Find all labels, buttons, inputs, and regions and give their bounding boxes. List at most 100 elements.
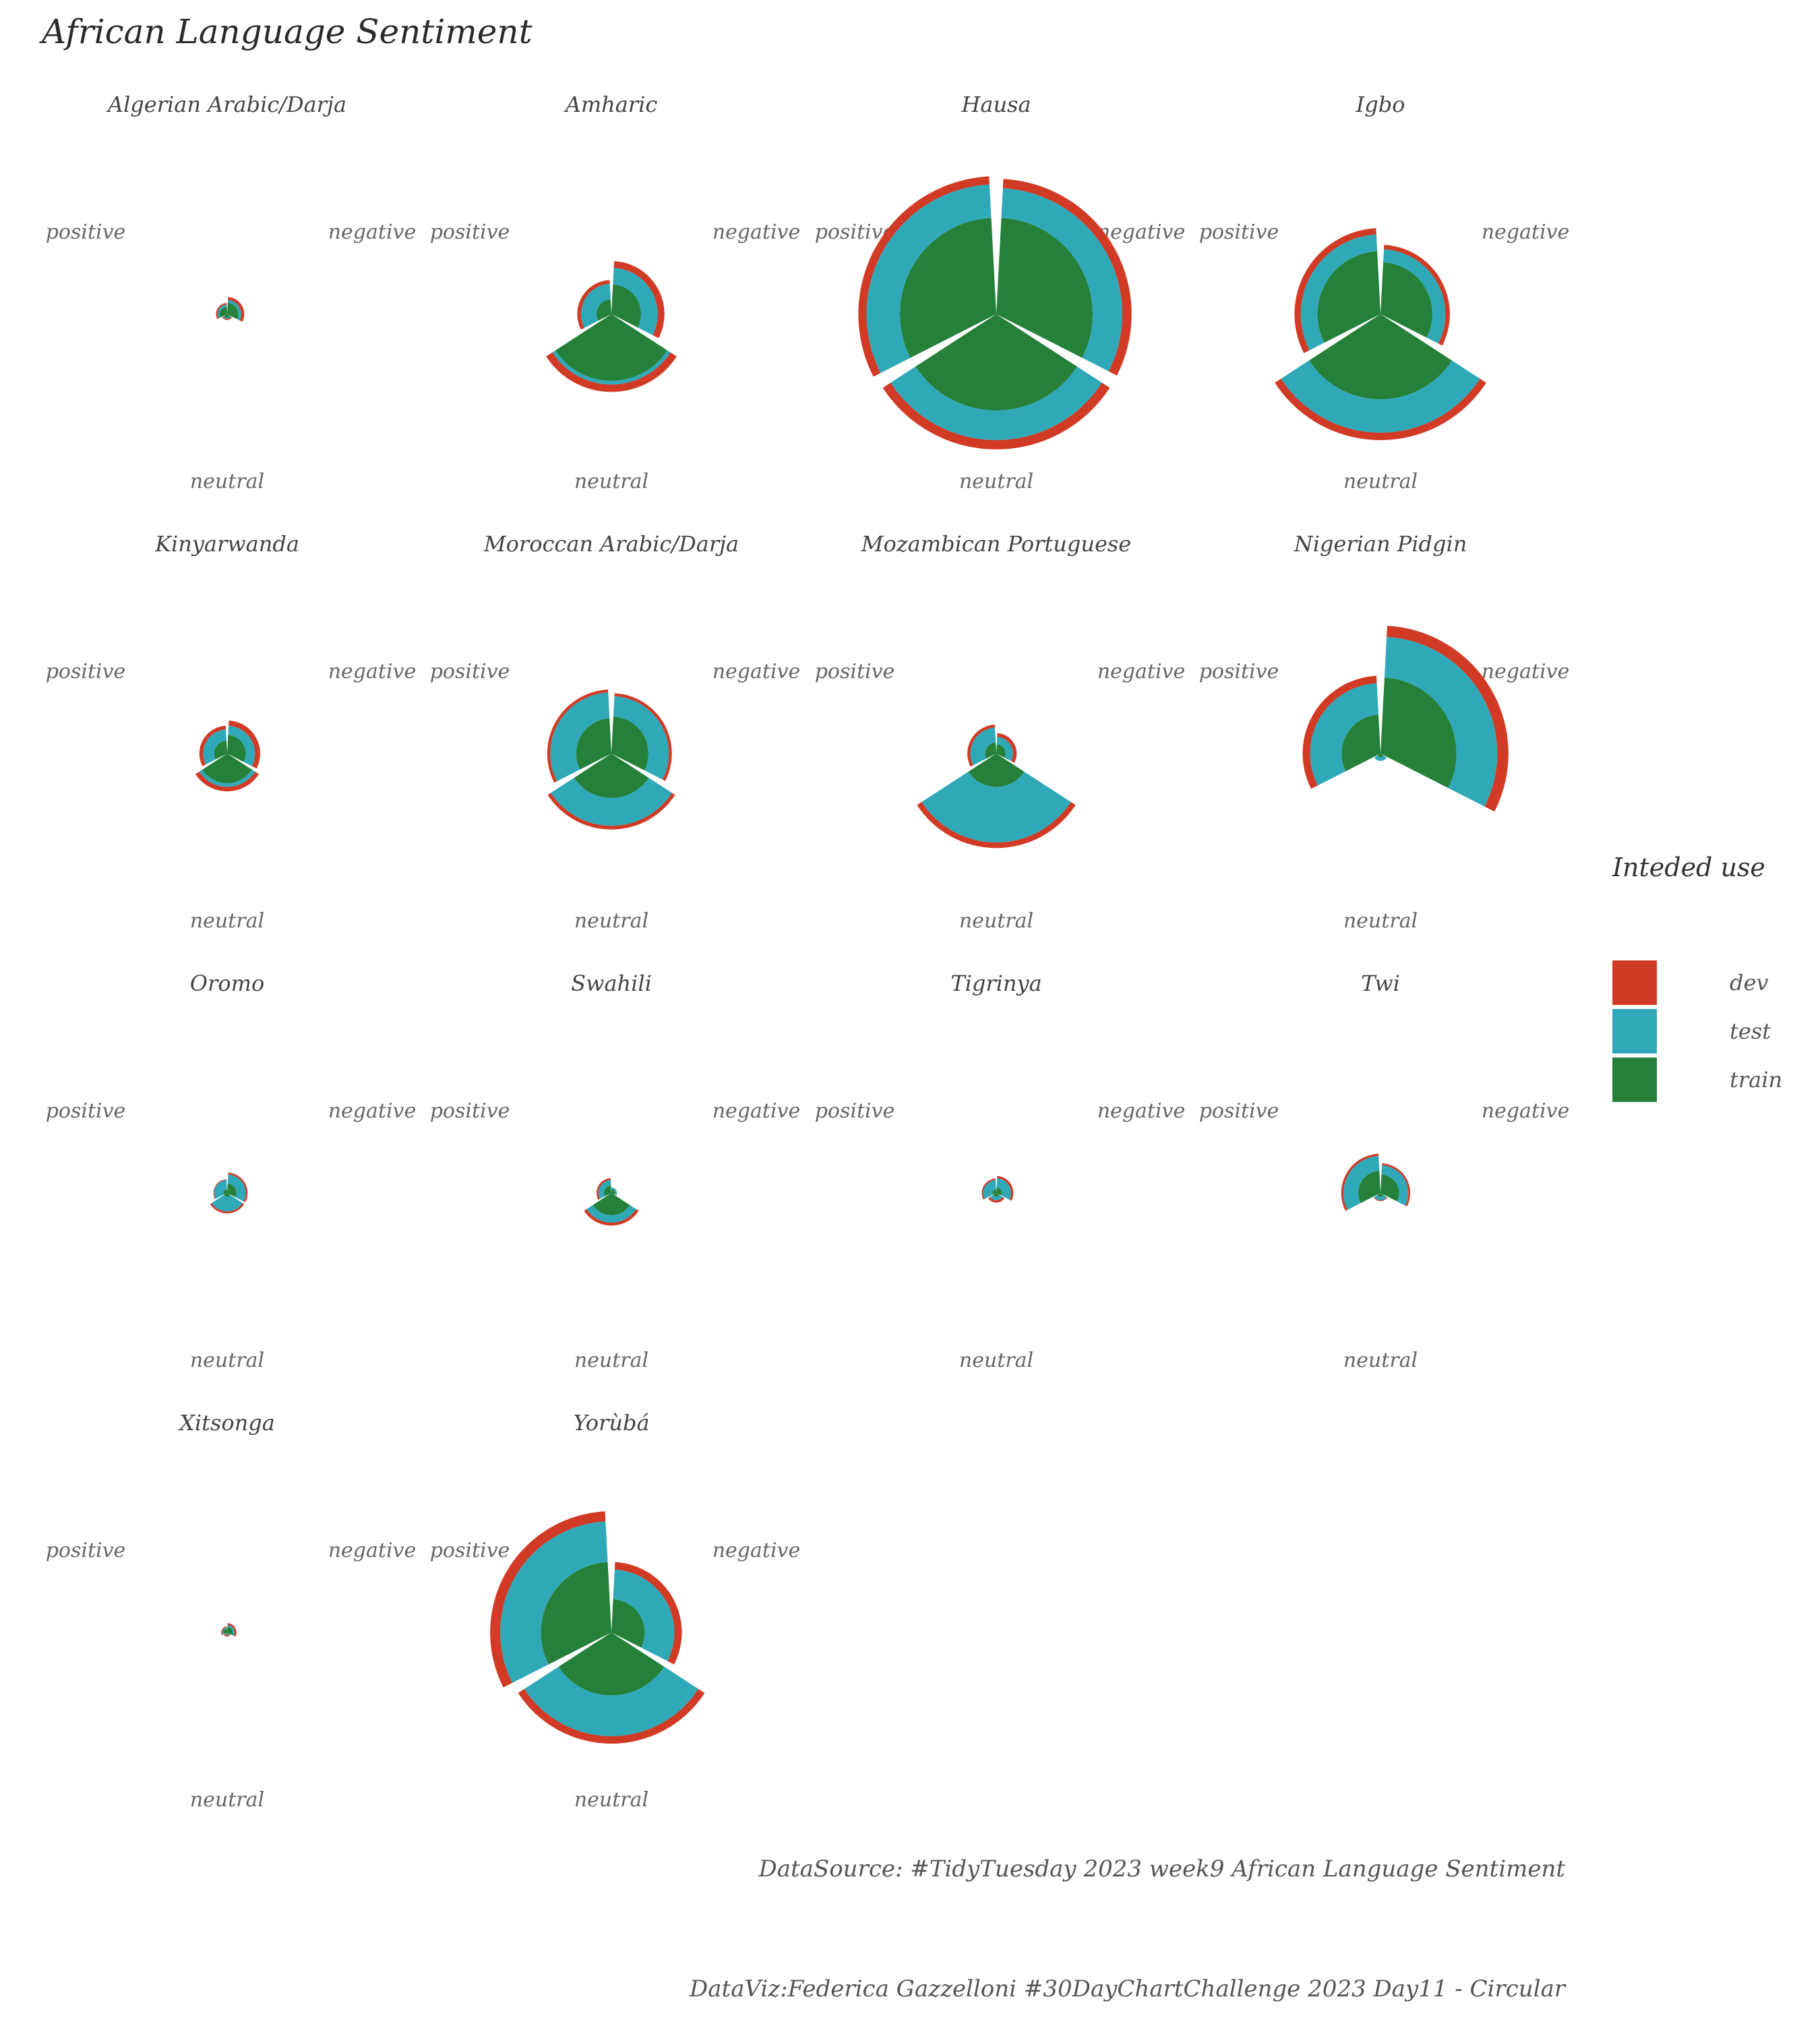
wedge-positive-dev [547, 689, 609, 783]
facet-title: Algerian Arabic/Darja [106, 92, 346, 117]
facet-moroccan-arabic-darja: Moroccan Arabic/Darja positive negative neu… [430, 531, 801, 933]
axis-label-positive: positive [815, 660, 895, 683]
wedge-neutral-dev [1373, 1196, 1388, 1202]
axis-label-negative: negative [712, 1099, 801, 1123]
wedge-neutral-dev [210, 1202, 245, 1214]
axis-label-negative: negative [328, 220, 417, 244]
wedge-neutral-train [968, 754, 1025, 787]
wedge-negative-test [227, 1174, 246, 1202]
wedge-negative-train [1381, 1174, 1399, 1202]
wedge-negative-train [611, 1599, 645, 1648]
wedge-positive-train [596, 299, 611, 321]
facet-title: Xitsonga [177, 1410, 275, 1436]
wedge-negative-test [611, 1187, 617, 1196]
facet-title: Mozambican Portuguese [861, 531, 1131, 557]
axis-label-neutral: neutral [959, 909, 1033, 933]
wedge-negative-train [996, 218, 1093, 358]
wedge-neutral-dev [1275, 378, 1486, 440]
wedge-negative-dev [1002, 179, 1132, 376]
wedge-positive-test [983, 1180, 996, 1199]
wedge-neutral-train [993, 1193, 1000, 1197]
facet-amharic: Amharic positive negative neutral [430, 92, 801, 493]
legend-swatch-train [1612, 1058, 1657, 1102]
axis-label-positive: positive [815, 1099, 895, 1123]
axis-label-positive: positive [1199, 1099, 1279, 1123]
facet-twi: Twi positive negative neutral [1199, 971, 1570, 1372]
wedge-positive-dev [213, 1179, 226, 1200]
facet-tigrinya: Tigrinya positive negative neutral [815, 971, 1186, 1372]
wedge-negative-train [611, 716, 649, 770]
facet-title: Nigerian Pidgin [1294, 531, 1467, 557]
axis-label-neutral: neutral [1343, 1349, 1418, 1372]
wedge-positive-test [550, 692, 610, 782]
wedge-positive-train [576, 718, 611, 770]
axis-label-neutral: neutral [574, 1788, 648, 1812]
wedge-positive-test [1310, 683, 1378, 786]
wedge-negative-dev [613, 261, 665, 338]
wedge-positive-dev [981, 1178, 996, 1200]
wedge-negative-train [996, 744, 1006, 758]
axis-label-negative: negative [712, 660, 801, 683]
wedge-positive-train [214, 740, 227, 760]
wedge-positive-dev [967, 725, 995, 767]
facet-title: Tigrinya [950, 971, 1041, 996]
wedge-negative-dev [227, 1623, 237, 1637]
axis-label-positive: positive [46, 1099, 126, 1123]
wedge-positive-dev [596, 1178, 611, 1200]
wedge-positive-dev [1294, 228, 1376, 353]
wedge-negative-train [227, 1184, 237, 1198]
wedge-negative-test [996, 1178, 1012, 1200]
axis-label-positive: positive [430, 1539, 510, 1562]
wedge-negative-test [228, 725, 255, 766]
legend-swatch-dev [1612, 960, 1657, 1005]
wedge-positive-test [1300, 234, 1378, 350]
axis-label-negative: negative [1482, 660, 1570, 683]
wedge-positive-dev [490, 1511, 606, 1688]
wedge-neutral-train [593, 1193, 630, 1215]
wedge-neutral-dev [584, 1208, 639, 1226]
caption-source: DataSource: #TidyTuesday 2023 week9 Afri… [758, 1856, 1565, 1882]
wedge-positive-train [992, 1189, 996, 1195]
facet-title: Yorùbá [573, 1410, 649, 1436]
wedge-negative-test [1383, 249, 1446, 344]
wedge-neutral-test [990, 1194, 1003, 1200]
wedge-neutral-dev [988, 1196, 1004, 1203]
facet-igbo: Igbo positive negative neutral [1199, 92, 1570, 493]
axis-label-positive: positive [46, 220, 126, 244]
legend-label-dev: dev [1730, 970, 1769, 995]
facet-mozambican-portuguese: Mozambican Portuguese positive negative neu… [815, 531, 1186, 933]
wedge-neutral-train [224, 1193, 231, 1197]
wedge-neutral-train [1377, 1193, 1384, 1197]
wedge-positive-test [866, 184, 992, 373]
axis-label-positive: positive [1199, 220, 1279, 244]
wedge-positive-train [1341, 714, 1381, 772]
wedge-neutral-test [1281, 360, 1480, 433]
wedge-positive-train [220, 307, 227, 317]
wedge-positive-test [222, 1627, 227, 1635]
wedge-positive-train [1317, 251, 1381, 343]
facet-title: Moroccan Arabic/Darja [483, 531, 739, 557]
facet-algerian-arabic-darja: Algerian Arabic/Darja positive negative neu… [46, 92, 417, 493]
axis-label-negative: negative [1482, 220, 1570, 244]
axis-label-neutral: neutral [574, 470, 648, 493]
wedge-positive-train [604, 1186, 611, 1196]
legend-label-test: test [1730, 1018, 1771, 1044]
axis-label-positive: positive [46, 660, 126, 683]
wedge-positive-test [500, 1521, 608, 1683]
wedge-neutral-train [915, 314, 1077, 411]
wedge-negative-dev [228, 1172, 248, 1202]
wedge-positive-train [900, 218, 996, 358]
wedge-neutral-test [551, 777, 672, 826]
axis-label-negative: negative [712, 220, 801, 244]
axis-label-positive: positive [46, 1539, 126, 1562]
wedge-negative-test [996, 737, 1013, 762]
wedge-positive-test [598, 1180, 611, 1199]
axis-label-positive: positive [430, 660, 510, 683]
wedge-neutral-dev [547, 793, 675, 830]
wedge-positive-train [985, 742, 996, 759]
wedge-positive-test [217, 304, 227, 319]
facet-oromo: Oromo positive negative neutral [46, 971, 417, 1372]
axis-label-negative: negative [1097, 660, 1186, 683]
wedge-positive-dev [216, 303, 227, 319]
